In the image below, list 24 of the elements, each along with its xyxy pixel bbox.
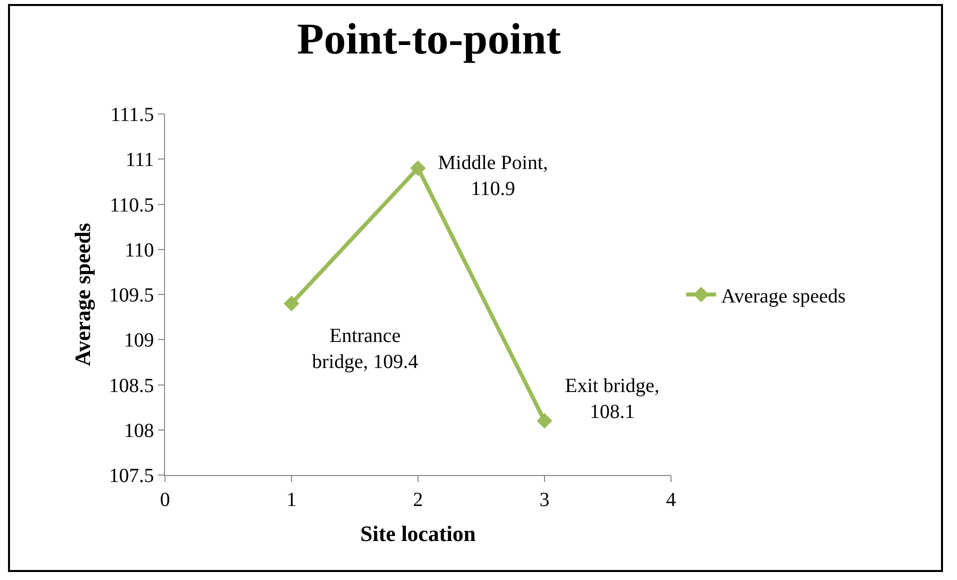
x-axis-title: Site location — [360, 520, 476, 546]
legend-label: Average speeds — [721, 285, 846, 308]
y-tick-label: 109.5 — [109, 284, 154, 306]
x-tick-label: 3 — [540, 489, 550, 511]
annotation: Middle Point, 110.9 — [438, 152, 548, 200]
annotation: Exit bridge, 108.1 — [565, 375, 660, 423]
point — [536, 413, 552, 429]
y-axis-title: Average speeds — [70, 222, 95, 366]
point — [284, 296, 300, 312]
y-tick-label: 111.5 — [110, 104, 154, 126]
x-tick-label: 1 — [286, 489, 296, 511]
y-tick-label: 110 — [124, 239, 154, 262]
y-tick-label: 107.5 — [109, 465, 154, 487]
y-tick-label: 108.5 — [109, 374, 154, 397]
x-tick-label: 2 — [413, 489, 423, 511]
y-tick-label: 108 — [124, 420, 154, 442]
y-tick-label: 111 — [125, 149, 154, 172]
chart-title: Point-to-point — [296, 14, 562, 64]
x-tick-label: 4 — [666, 489, 676, 511]
y-tick-label: 110.5 — [110, 194, 154, 216]
point — [410, 160, 426, 176]
x-tick-label: 0 — [160, 489, 170, 511]
y-tick-label: 109 — [124, 330, 154, 352]
annotation: Entrance bridge, 109.4 — [312, 325, 418, 373]
